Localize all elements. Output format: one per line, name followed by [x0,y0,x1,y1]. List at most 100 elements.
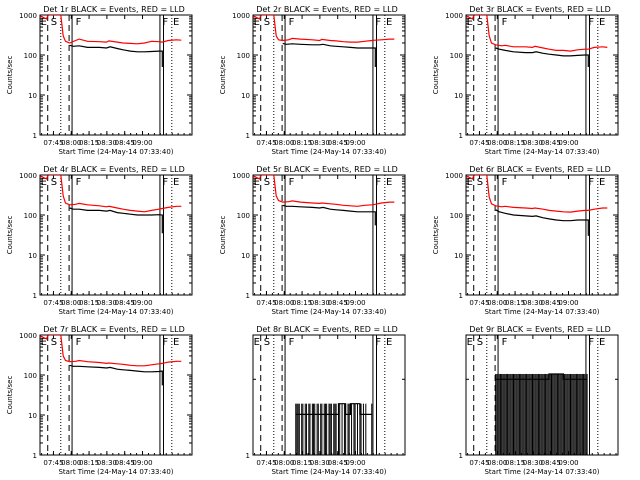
series-events [295,403,372,415]
phase-marker-f: F [588,17,594,28]
y-tick-label: 1 [33,292,37,300]
y-axis-label: Counts/sec [219,56,227,95]
x-tick-label: 07:45 [256,139,276,147]
y-tick-label: 1 [246,292,250,300]
x-tick-label: 08:45 [115,459,135,467]
chart-panel-6: Det 6r BLACK = Events, RED = LLD Counts/s… [432,165,619,316]
x-tick-label: 08:30 [310,459,330,467]
chart-title: Det 3r BLACK = Events, RED = LLD [469,5,611,14]
plot-frame [39,14,193,136]
series-lld [466,175,608,213]
y-tick-label: 10 [28,412,37,420]
y-tick-label: 100 [24,212,37,220]
plot-frame [39,334,193,456]
y-tick-label: 10 [28,252,37,260]
x-tick-label: 08:45 [541,459,561,467]
phase-marker-e: E [254,337,260,348]
x-tick-label: 09:00 [132,459,152,467]
phase-marker-s: S [477,177,483,188]
series-lld [253,15,395,43]
x-axis-label: Start Time (24-May-14 07:33:40) [484,148,599,156]
x-tick-label: 08:15 [505,299,525,307]
x-tick-label: 07:45 [43,299,63,307]
y-tick-label: 1 [246,452,250,460]
x-tick-label: 08:00 [487,299,507,307]
chart-title: Det 5r BLACK = Events, RED = LLD [256,165,398,174]
phase-marker-f: F [162,17,168,28]
x-tick-label: 08:15 [292,299,312,307]
phase-marker-f: F [162,177,168,188]
y-axis-label: Counts/sec [432,216,440,255]
plot-frame [252,14,406,136]
y-tick-label: 100 [24,372,37,380]
phase-marker-e: E [41,337,47,348]
plot-frame [465,174,619,296]
y-tick-label: 10 [454,92,463,100]
y-tick-label: 1000 [232,172,250,180]
phase-marker-f: F [502,177,508,188]
x-tick-label: 09:00 [345,139,365,147]
phase-marker-e: E [386,17,392,28]
phase-marker-e: E [599,337,605,348]
series-events [69,364,163,386]
phase-marker-f: F [588,177,594,188]
series-lld [40,15,182,45]
x-tick-label: 07:45 [43,139,63,147]
phase-marker-e: E [599,17,605,28]
series-events [282,204,376,226]
y-tick-label: 100 [450,52,463,60]
y-axis-label: Counts/sec [6,56,14,95]
phase-marker-e: E [41,17,47,28]
series-events [69,44,163,67]
chart-panel-5: Det 5r BLACK = Events, RED = LLD Counts/s… [219,165,406,316]
chart-panel-4: Det 4r BLACK = Events, RED = LLD Counts/s… [6,165,193,316]
chart-title: Det 2r BLACK = Events, RED = LLD [256,5,398,14]
y-axis-label: Counts/sec [6,216,14,255]
phase-marker-e: E [467,17,473,28]
x-tick-label: 08:15 [292,139,312,147]
x-tick-label: 08:15 [505,459,525,467]
x-tick-label: 08:00 [487,139,507,147]
x-tick-label: 08:30 [523,459,543,467]
phase-marker-s: S [264,17,270,28]
y-axis-label: Counts/sec [432,56,440,95]
y-tick-label: 100 [24,52,37,60]
phase-marker-f: F [375,17,381,28]
y-tick-label: 1000 [445,172,463,180]
x-axis-label: Start Time (24-May-14 07:33:40) [484,468,599,476]
phase-marker-s: S [51,17,57,28]
phase-marker-f: F [502,17,508,28]
plot-frame [39,174,193,296]
x-tick-label: 08:15 [292,459,312,467]
chart-title: Det 4r BLACK = Events, RED = LLD [43,165,185,174]
phase-marker-f: F [289,17,295,28]
x-tick-label: 08:30 [97,139,117,147]
x-tick-label: 08:15 [79,139,99,147]
series-events [495,47,589,67]
x-axis-label: Start Time (24-May-14 07:33:40) [271,468,386,476]
x-tick-label: 07:45 [469,459,489,467]
x-tick-label: 08:45 [541,139,561,147]
chart-panel-8: Det 8r BLACK = Events, RED = LLD107:4508… [246,325,406,476]
x-tick-label: 08:45 [115,299,135,307]
y-tick-label: 1000 [19,172,37,180]
x-tick-label: 09:00 [558,459,578,467]
phase-marker-s: S [477,337,483,348]
chart-panel-7: Det 7r BLACK = Events, RED = LLD Counts/s… [6,325,193,476]
x-axis-label: Start Time (24-May-14 07:33:40) [58,148,173,156]
y-tick-label: 100 [237,52,250,60]
x-tick-label: 09:00 [558,299,578,307]
phase-marker-e: E [254,177,260,188]
x-tick-label: 08:30 [523,139,543,147]
chart-panel-9: Det 9r BLACK = Events, RED = LLD107:4508… [459,325,619,476]
x-tick-label: 07:45 [469,139,489,147]
chart-panel-1: Det 1r BLACK = Events, RED = LLD Counts/s… [6,5,193,156]
y-tick-label: 1 [459,452,463,460]
plot-frame [252,174,406,296]
x-tick-label: 08:45 [115,139,135,147]
phase-marker-e: E [386,337,392,348]
x-tick-label: 09:00 [132,139,152,147]
chart-title: Det 1r BLACK = Events, RED = LLD [43,5,185,14]
x-tick-label: 07:45 [256,299,276,307]
